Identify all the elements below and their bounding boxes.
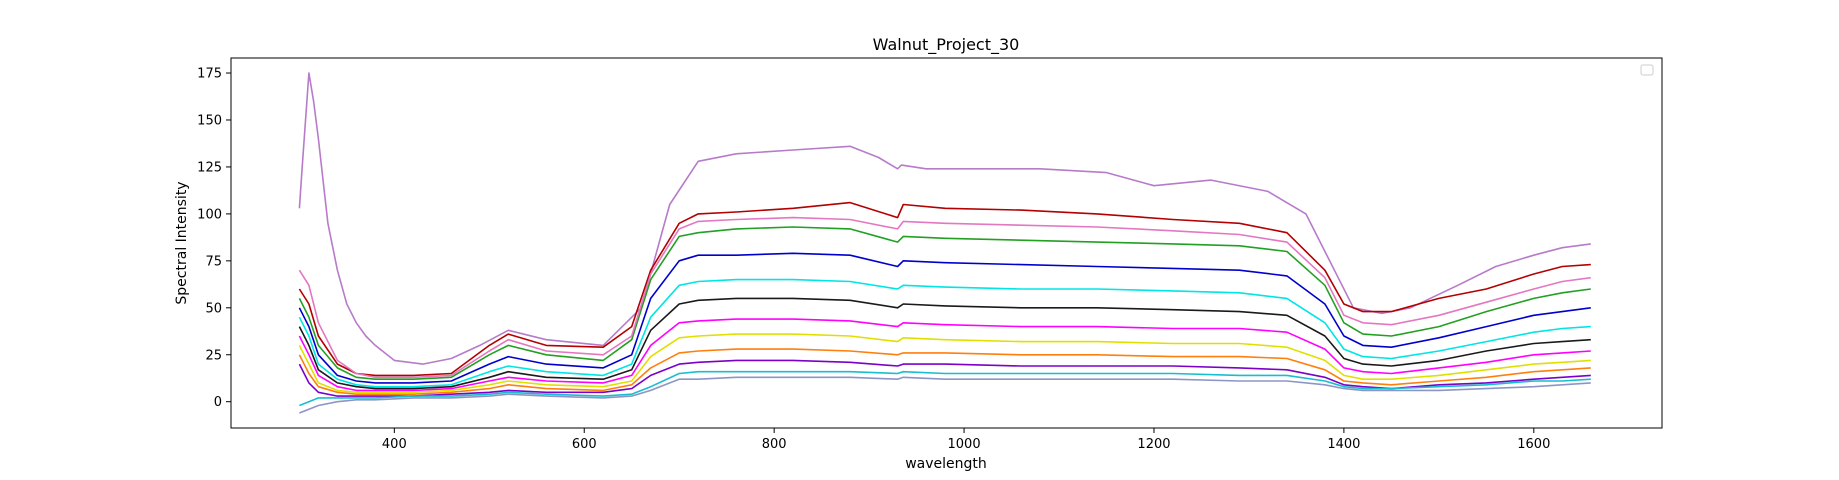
series-line [298, 201, 1591, 377]
y-tick-label: 150 [197, 113, 222, 128]
plot-area [298, 72, 1591, 414]
x-tick-label: 1600 [1517, 437, 1550, 452]
x-axis-label: wavelength [905, 456, 987, 472]
x-tick-label: 1000 [948, 437, 981, 452]
series-line [298, 318, 1591, 392]
y-tick-label: 75 [205, 254, 222, 269]
x-tick-label: 1200 [1137, 437, 1170, 452]
y-tick-label: 125 [197, 160, 222, 175]
y-tick-label: 0 [214, 395, 222, 410]
series-line [298, 278, 1591, 388]
y-axis-label: Spectral Intensity [174, 181, 190, 304]
x-tick-label: 400 [382, 437, 407, 452]
series-line [298, 297, 1591, 390]
x-tick-label: 800 [762, 437, 787, 452]
series-line [298, 348, 1591, 396]
y-tick-label: 100 [197, 207, 222, 222]
y-tick-label: 50 [205, 301, 222, 316]
y-tick-label: 175 [197, 67, 222, 82]
series-line [299, 370, 1591, 407]
series-line [298, 72, 1591, 365]
axes-frame [230, 57, 1663, 429]
x-tick-label: 1400 [1327, 437, 1360, 452]
series-line [298, 252, 1591, 384]
chart-title: Walnut_Project_30 [873, 35, 1020, 55]
y-axis: 0 25 50 75 100 125 150 175 [197, 67, 231, 410]
series-line [299, 376, 1591, 414]
x-axis: 400 600 800 1000 1200 1400 1600 [382, 428, 1550, 452]
legend-box [1640, 64, 1654, 76]
y-tick-label: 25 [205, 348, 222, 363]
series-line [298, 216, 1591, 379]
series-line [298, 333, 1591, 394]
x-tick-label: 600 [572, 437, 597, 452]
series-group [298, 72, 1591, 414]
series-line [298, 226, 1591, 381]
